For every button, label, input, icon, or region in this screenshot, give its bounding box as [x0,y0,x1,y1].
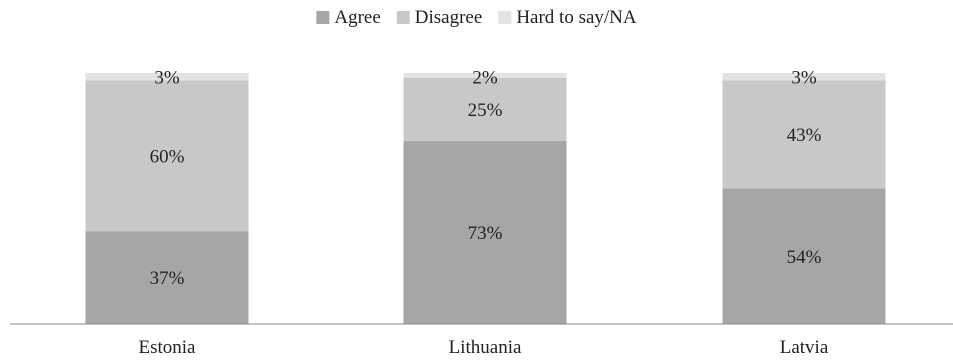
bar-segment-estonia-hard-to-say-na [85,73,249,81]
bar-segment-latvia-hard-to-say-na [722,73,886,81]
legend-label-hard-to-say-na: Hard to say/NA [516,7,637,28]
data-label-lithuania-hard-to-say-na: 2% [472,68,498,89]
legend-label-agree: Agree [334,7,380,28]
bar-segment-latvia-agree [722,188,886,324]
data-labels: 37% 60% 3% 73% 25% 2% 54% 43% 3% [150,68,822,290]
x-tick-label-lithuania: Lithuania [449,337,522,358]
bar-segment-estonia-agree [85,231,249,324]
data-label-latvia-hard-to-say-na: 3% [791,68,817,89]
bar-segment-lithuania-disagree [403,78,567,141]
data-label-estonia-agree: 37% [150,268,185,289]
bar-segment-lithuania-hard-to-say-na [403,73,567,79]
bars [85,73,886,324]
legend: Agree Disagree Hard to say/NA [316,7,637,28]
data-label-estonia-disagree: 60% [150,146,185,167]
bar-segment-latvia-disagree [722,80,886,189]
data-label-latvia-agree: 54% [787,247,822,268]
legend-item-agree: Agree [316,7,381,28]
legend-swatch-disagree [396,11,410,24]
legend-item-disagree: Disagree [396,7,483,28]
data-label-lithuania-disagree: 25% [468,100,503,121]
data-label-lithuania-agree: 73% [468,223,503,244]
data-label-estonia-hard-to-say-na: 3% [154,68,180,89]
legend-item-hard-to-say-na: Hard to say/NA [498,7,637,28]
x-tick-label-latvia: Latvia [780,337,829,358]
bar-segment-lithuania-agree [403,140,567,324]
legend-swatch-hard-to-say-na [498,11,512,24]
bar-segment-estonia-disagree [85,80,249,232]
legend-label-disagree: Disagree [415,7,483,28]
legend-swatch-agree [316,11,330,24]
x-tick-labels: Estonia Lithuania Latvia [139,337,829,358]
data-label-latvia-disagree: 43% [787,125,822,146]
x-tick-label-estonia: Estonia [139,337,197,358]
